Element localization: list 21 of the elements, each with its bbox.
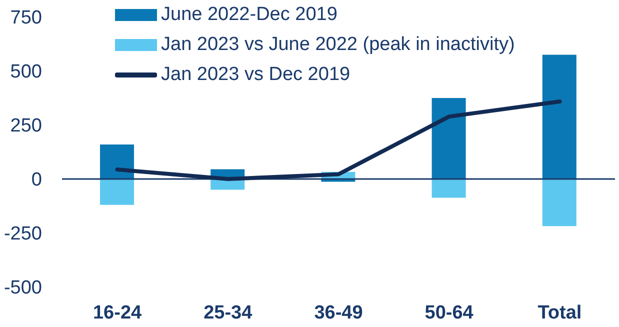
x-tick-label: 16-24	[92, 302, 142, 324]
line-series	[115, 99, 562, 181]
x-tick-label: 25-34	[204, 302, 253, 324]
x-tick-label: 50-64	[424, 302, 474, 324]
bar	[432, 98, 466, 179]
bar	[432, 179, 466, 198]
y-tick-label: 500	[10, 62, 42, 83]
bar	[100, 179, 134, 205]
bar	[542, 179, 576, 226]
y-tick-label: 0	[31, 170, 42, 191]
y-tick-label: 750	[10, 8, 42, 29]
legend-label: June 2022-Dec 2019	[161, 3, 338, 27]
legend-label: Jan 2023 vs Dec 2019	[161, 63, 350, 87]
bar	[100, 144, 134, 179]
y-tick-label: -250	[4, 224, 42, 245]
legend-label: Jan 2023 vs June 2022 (peak in inactivity)	[161, 33, 515, 57]
x-tick-label: Total	[538, 302, 582, 324]
y-tick-label: -500	[4, 278, 42, 299]
x-tick-label: 36-49	[314, 302, 363, 324]
y-tick-label: 250	[10, 116, 42, 137]
bar	[542, 54, 576, 179]
